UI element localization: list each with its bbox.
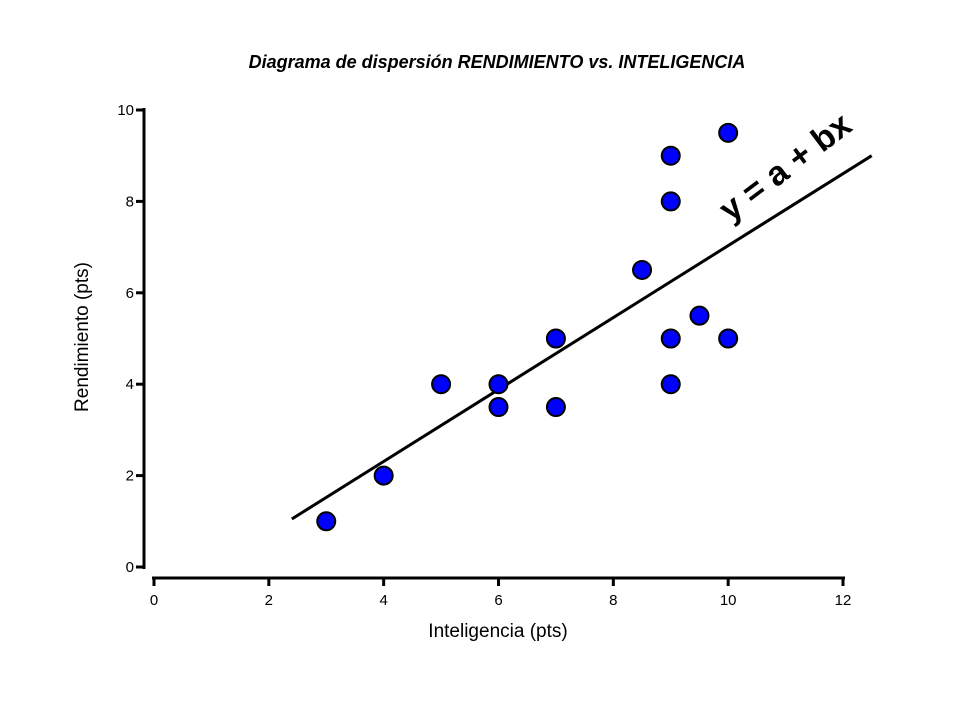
y-axis-label: Rendimiento (pts)	[72, 262, 93, 412]
data-point	[660, 145, 681, 166]
y-tick-label: 10	[117, 102, 134, 119]
data-point	[488, 374, 509, 395]
data-point	[660, 374, 681, 395]
x-tick-label: 4	[379, 592, 387, 609]
y-tick-label: 6	[126, 285, 134, 302]
data-point	[431, 374, 452, 395]
x-axis: 0 2 4 6 8 10 12	[150, 576, 852, 609]
data-points	[316, 122, 739, 532]
x-tick-label: 12	[835, 592, 852, 609]
y-tick-label: 4	[126, 376, 134, 393]
y-tick-label: 0	[126, 559, 134, 576]
y-tick-label: 8	[126, 193, 134, 210]
data-point	[718, 122, 739, 143]
x-tick-label: 8	[609, 592, 617, 609]
x-axis-label: Inteligencia (pts)	[428, 621, 567, 642]
regression-line	[291, 154, 873, 521]
x-tick-label: 10	[720, 592, 737, 609]
data-point	[488, 397, 509, 418]
data-point	[545, 328, 566, 349]
data-point	[660, 328, 681, 349]
regression-line-group	[291, 154, 873, 521]
y-axis: 0 2 4 6 8 10	[117, 102, 146, 576]
data-point	[689, 305, 710, 326]
x-tick-label: 6	[494, 592, 502, 609]
data-point	[373, 465, 394, 486]
data-point	[632, 259, 653, 280]
data-point	[316, 511, 337, 532]
data-point	[718, 328, 739, 349]
data-point	[660, 191, 681, 212]
y-tick-label: 2	[126, 468, 134, 485]
x-tick-label: 2	[265, 592, 273, 609]
x-tick-label: 0	[150, 592, 158, 609]
data-point	[545, 397, 566, 418]
chart-title: Diagrama de dispersión RENDIMIENTO vs. I…	[249, 52, 746, 72]
